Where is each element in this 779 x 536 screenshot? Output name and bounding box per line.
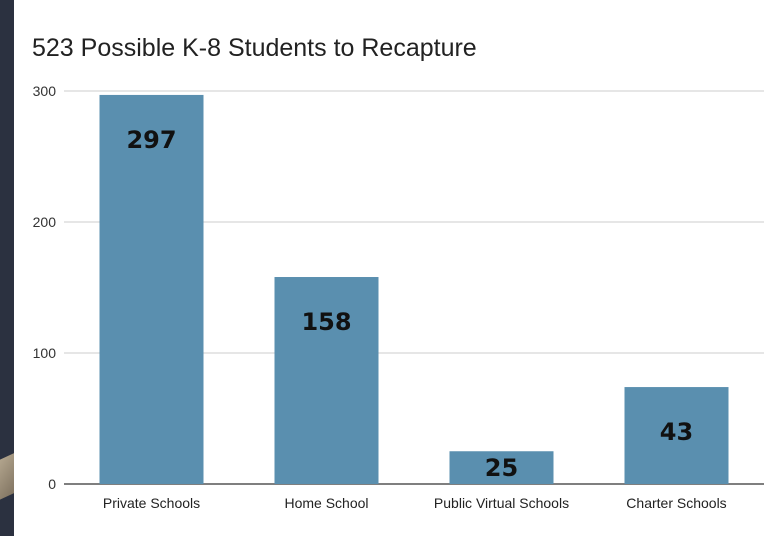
data-label: 43 xyxy=(660,418,693,446)
data-label: 297 xyxy=(126,126,176,154)
data-label: 158 xyxy=(301,308,351,336)
x-tick-label: Home School xyxy=(284,495,368,511)
x-tick-label: Charter Schools xyxy=(626,495,726,511)
y-tick-label: 100 xyxy=(33,345,57,361)
bar xyxy=(274,277,379,484)
data-label: 25 xyxy=(485,454,518,482)
bar xyxy=(99,94,204,485)
y-tick-label: 0 xyxy=(48,476,56,492)
bar xyxy=(624,387,729,484)
x-tick-label: Private Schools xyxy=(103,495,200,511)
y-tick-label: 200 xyxy=(33,214,57,230)
chart-card: 523 Possible K-8 Students to Recapture 0… xyxy=(14,0,779,536)
left-edge-strip xyxy=(0,0,14,536)
y-tick-label: 300 xyxy=(33,83,57,99)
x-tick-label: Public Virtual Schools xyxy=(434,495,569,511)
chart-title: 523 Possible K-8 Students to Recapture xyxy=(32,34,477,62)
bar-chart: 0 100 200 300 Private Schools 297 Home School 1… xyxy=(33,83,764,511)
bar xyxy=(449,451,554,484)
